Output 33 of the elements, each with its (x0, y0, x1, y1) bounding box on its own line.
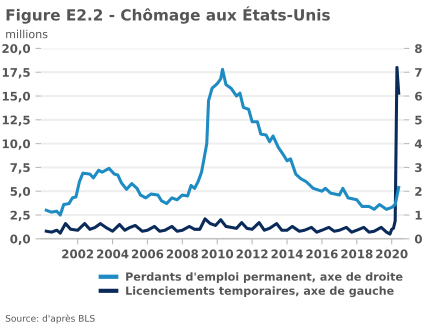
y-tick-label: 7,5 (10, 163, 30, 174)
x-tick-label: 2006 (132, 249, 164, 258)
x-tick-label: 2018 (341, 249, 373, 258)
y2-tick-label: 2 (415, 186, 422, 196)
x-tick-label: 2020 (376, 249, 408, 258)
y2-tick-label: 0 (414, 234, 422, 244)
legend-label: Perdants d'emploi permanent, axe de droite (126, 272, 402, 283)
y2-tick-label: 5 (415, 116, 422, 124)
y2-tick-label: 6 (415, 92, 422, 101)
x-tick-label: 2008 (166, 249, 198, 258)
y-tick-label: 20,0 (2, 44, 30, 55)
legend-label: Licenciements temporaires, axe de gauche (126, 286, 394, 298)
x-tick-label: 2016 (306, 249, 338, 258)
y2-tick-label: 7 (415, 68, 422, 77)
y2-tick-label: 4 (414, 140, 422, 148)
y-tick-label: 12,5 (2, 116, 30, 126)
y-axis-title: millions (6, 30, 48, 38)
y-tick-label: 17,5 (2, 68, 30, 78)
x-tick-label: 2002 (62, 249, 94, 258)
y-tick-label: 2,5 (10, 210, 30, 222)
x-tick-label: 2014 (272, 249, 303, 258)
y-tick-label: 10,0 (2, 139, 30, 150)
x-tick-label: 2010 (202, 249, 234, 258)
y2-tick-label: 8 (415, 44, 422, 54)
y-tick-label: 0,0 (10, 234, 30, 245)
y2-tick-label: 1 (416, 210, 422, 220)
x-tick-label: 2004 (97, 249, 128, 258)
source-note: Source: d'après BLS (6, 314, 95, 324)
x-tick-label: 2012 (236, 249, 268, 258)
chart-title: Figure E2.2 - Chômage aux États-Unis (6, 6, 330, 24)
y-tick-label: 15,0 (2, 92, 30, 102)
y-tick-label: 5,0 (10, 186, 30, 198)
y2-tick-label: 3 (415, 163, 422, 172)
